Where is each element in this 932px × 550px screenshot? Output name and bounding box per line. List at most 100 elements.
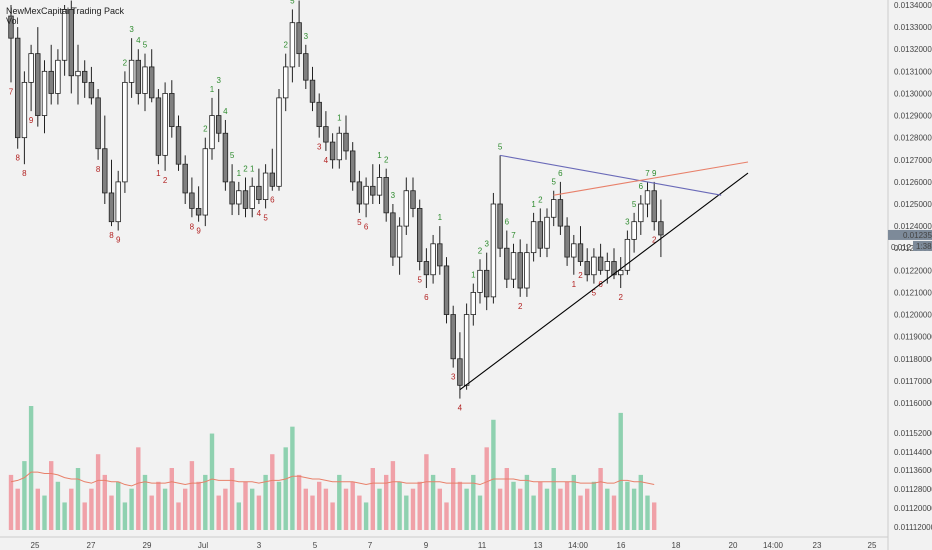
time-tick-label: 3 bbox=[257, 541, 262, 550]
volume-bar bbox=[343, 488, 349, 530]
volume-bar bbox=[116, 481, 121, 530]
indicator-sub[interactable]: Vol bbox=[6, 16, 19, 26]
volume-bar bbox=[652, 502, 657, 530]
volume-bar bbox=[203, 474, 208, 530]
volume-bar bbox=[384, 474, 389, 530]
candle bbox=[102, 115, 108, 204]
td-count-label: 4 bbox=[223, 107, 228, 116]
td-count-label: 2 bbox=[538, 195, 543, 204]
trendline-layer[interactable] bbox=[459, 154, 749, 391]
candle bbox=[396, 217, 403, 275]
td-count-label: 5 bbox=[417, 275, 422, 284]
trendline-upper-red[interactable] bbox=[553, 161, 749, 196]
candle bbox=[256, 168, 262, 204]
td-count-label: 7 bbox=[9, 87, 14, 96]
volume-axis[interactable]: 0.01152000 0.01144000 0.01136000 0.01128000… bbox=[894, 429, 932, 532]
candle bbox=[551, 190, 557, 227]
candle bbox=[209, 97, 215, 160]
time-tick-label: 18 bbox=[672, 541, 681, 550]
countdown-tag-bg bbox=[913, 240, 932, 251]
td-count-label: 2 bbox=[283, 41, 288, 50]
volume-bar bbox=[497, 488, 503, 530]
volume-bar bbox=[270, 454, 275, 530]
countdown-value: 1:38 bbox=[916, 242, 932, 251]
candle bbox=[262, 164, 269, 209]
td-count-label: 4 bbox=[458, 404, 463, 413]
volume-bar bbox=[363, 502, 369, 530]
td-count-label: 6 bbox=[639, 182, 644, 191]
candle bbox=[316, 93, 322, 138]
time-tick-label: 16 bbox=[617, 541, 626, 550]
volume-bar bbox=[42, 495, 47, 530]
td-count-label: 1 bbox=[250, 164, 255, 173]
candle bbox=[370, 164, 376, 204]
time-axis[interactable]: 25 27 29 Jul 3 5 7 9 11 13 14:00 16 18 20 14:00 23 25 bbox=[0, 536, 888, 550]
volume-bar bbox=[491, 419, 496, 530]
volume-bar bbox=[95, 454, 101, 530]
candle bbox=[242, 177, 249, 218]
td-count-label: 3 bbox=[317, 143, 322, 152]
volume-bar bbox=[397, 481, 402, 530]
indicator-name[interactable]: NewMexCapital Trading Pack bbox=[6, 6, 125, 16]
volume-bar bbox=[618, 412, 623, 530]
td-count-label: 4 bbox=[324, 156, 329, 165]
td-count-label: 2 bbox=[478, 246, 483, 255]
td-count-label: 5 bbox=[263, 213, 268, 222]
volume-bar bbox=[317, 481, 322, 530]
candle bbox=[222, 119, 229, 191]
volume-bar bbox=[451, 468, 456, 530]
trendline-support[interactable] bbox=[459, 172, 749, 391]
volume-bar bbox=[544, 488, 550, 530]
candle bbox=[276, 89, 282, 191]
td-count-label: 8 bbox=[22, 169, 27, 178]
td-count-label: 4 bbox=[136, 36, 141, 45]
volume-bar bbox=[162, 488, 168, 530]
td-count-label: 9 bbox=[652, 169, 657, 178]
volume-bar bbox=[102, 474, 107, 530]
volume-bar bbox=[62, 502, 67, 530]
candle bbox=[544, 208, 550, 258]
td-count-label: 1 bbox=[471, 271, 476, 280]
td-count-label: 2 bbox=[203, 125, 208, 134]
candle bbox=[577, 226, 584, 266]
candle bbox=[68, 0, 74, 94]
candle bbox=[95, 89, 101, 160]
candle bbox=[591, 248, 597, 284]
td-count-label: 2 bbox=[578, 271, 583, 280]
candle bbox=[376, 164, 383, 204]
candle bbox=[483, 252, 490, 311]
volume-bar bbox=[424, 454, 429, 530]
td-count-label: 1 bbox=[377, 151, 382, 160]
volume-bar bbox=[477, 495, 483, 530]
td-count-label: 6 bbox=[364, 222, 369, 231]
candle bbox=[584, 248, 590, 282]
time-tick-label: 23 bbox=[813, 541, 822, 550]
volume-bar bbox=[303, 488, 308, 530]
candle bbox=[182, 155, 188, 204]
volume-bar bbox=[578, 495, 583, 530]
time-tick-label: 11 bbox=[478, 541, 487, 550]
volume-bar bbox=[337, 474, 342, 530]
candle bbox=[28, 44, 34, 112]
volume-bar bbox=[571, 474, 576, 530]
candle bbox=[443, 257, 450, 324]
candle bbox=[162, 82, 168, 171]
volume-bar bbox=[296, 474, 302, 530]
last-price-value: 0.01235999 bbox=[903, 231, 932, 240]
candle bbox=[21, 71, 28, 165]
td-count-label: 6 bbox=[505, 218, 510, 227]
candle bbox=[336, 126, 342, 169]
trendline-upper-blue[interactable] bbox=[500, 154, 722, 196]
td-count-label: 2 bbox=[618, 293, 623, 302]
td-count-label: 5 bbox=[230, 151, 235, 160]
td-count-label: 2 bbox=[652, 236, 657, 245]
td-count-label: 5 bbox=[357, 218, 362, 227]
volume-bar bbox=[290, 426, 295, 530]
candle bbox=[48, 44, 54, 105]
indicator-legend[interactable]: NewMexCapital Trading Pack Vol bbox=[6, 6, 125, 26]
